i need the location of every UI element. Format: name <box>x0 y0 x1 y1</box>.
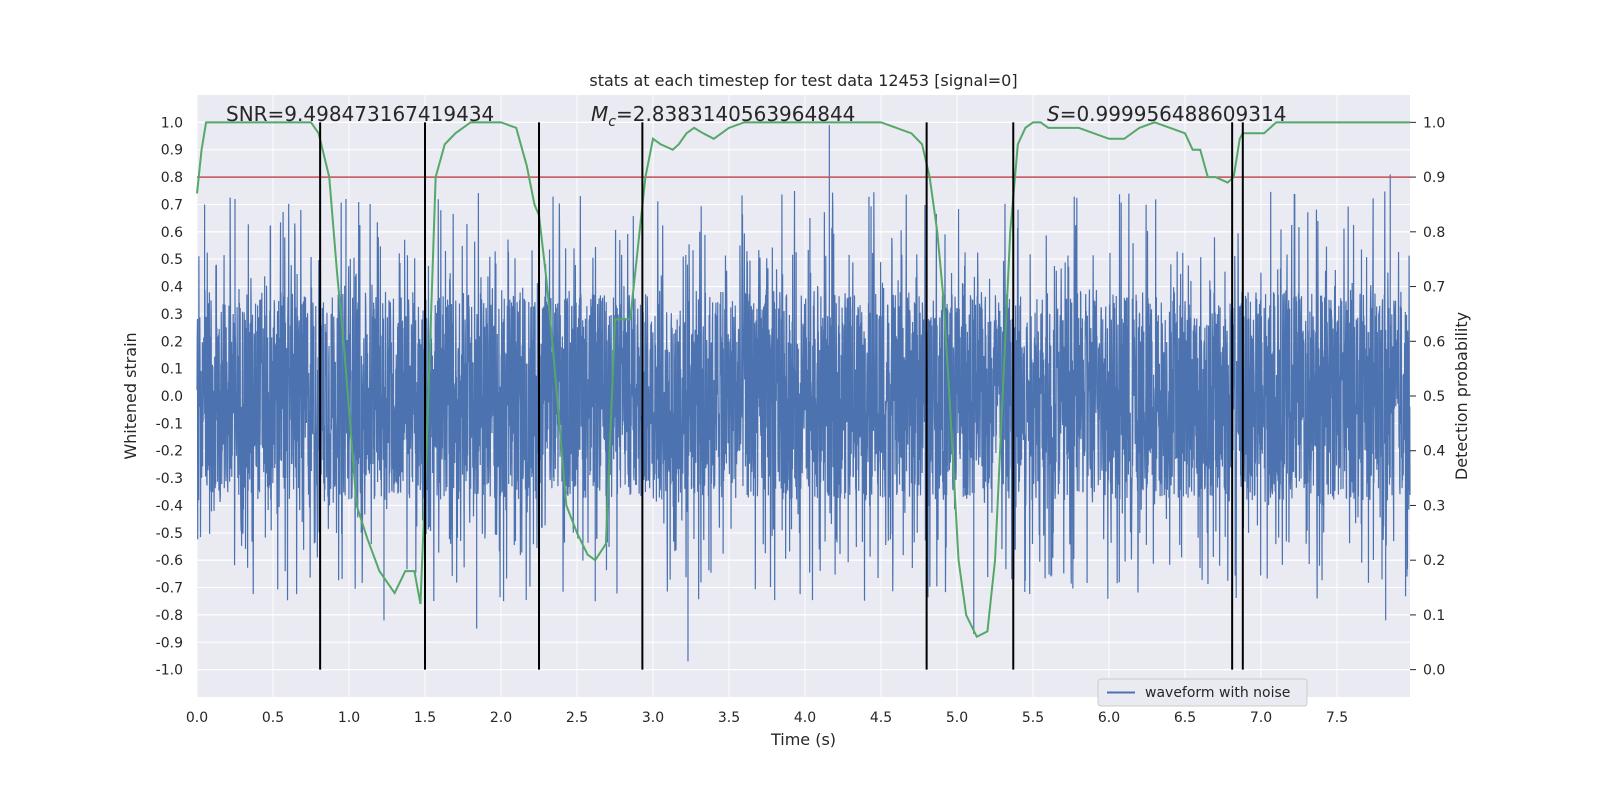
y2-tick-label: 0.3 <box>1423 498 1445 514</box>
y-tick-label: 0.7 <box>161 197 183 213</box>
s-value: =0.999956488609314 <box>1060 102 1287 126</box>
y-tick-label: -0.7 <box>156 581 183 597</box>
chart-title: stats at each timestep for test data 124… <box>589 71 1017 90</box>
y-tick-label: 0.8 <box>161 170 183 186</box>
y2-tick-label: 0.2 <box>1423 553 1445 569</box>
y-tick-label: 0.9 <box>161 143 183 159</box>
x-tick-label: 7.5 <box>1326 710 1348 726</box>
x-tick-label: 0.5 <box>262 710 284 726</box>
x-axis-ticks: 0.0 0.5 1.0 1.5 2.0 2.5 3.0 3.5 4.0 4.5 5.0 5.5 6.0 6… <box>186 710 1348 726</box>
detection-probability-series <box>196 121 1410 639</box>
s-symbol: S <box>1047 102 1060 126</box>
x-tick-label: 5.0 <box>946 710 968 726</box>
x-tick-label: 2.0 <box>490 710 512 726</box>
probability-path <box>196 121 1410 639</box>
y-tick-label: -0.8 <box>156 608 183 624</box>
y-axis-label: Whitened strain <box>121 332 140 459</box>
y-tick-label: 0.2 <box>161 334 183 350</box>
y-tick-label: -0.4 <box>156 498 183 514</box>
y2-tick-label: 0.9 <box>1423 170 1445 186</box>
y-tick-label: -0.5 <box>156 526 183 542</box>
y-tick-label: -1.0 <box>156 663 183 679</box>
s-annotation: S=0.999956488609314 <box>1047 102 1286 126</box>
x-tick-label: 6.5 <box>1174 710 1196 726</box>
x-tick-label: 2.5 <box>566 710 588 726</box>
mc-symbol: M <box>591 102 608 126</box>
x-tick-label: 4.5 <box>870 710 892 726</box>
x-tick-label: 0.0 <box>186 710 208 726</box>
mc-subscript: c <box>608 114 616 130</box>
x-axis-label: Time (s) <box>770 730 836 749</box>
y2-tick-label: 0.4 <box>1423 444 1445 460</box>
y-tick-label: 0.1 <box>161 362 183 378</box>
x-tick-label: 6.0 <box>1098 710 1120 726</box>
y-tick-label: -0.6 <box>156 553 183 569</box>
y2-axis-ticks: 1.0 0.9 0.8 0.7 0.6 0.5 0.4 0.3 0.2 0.1 0.0 <box>1410 115 1445 679</box>
x-tick-label: 4.0 <box>794 710 816 726</box>
y2-tick-label: 0.6 <box>1423 334 1445 350</box>
y-tick-label: 0.4 <box>161 280 183 296</box>
legend: waveform with noise <box>1097 678 1308 707</box>
y-tick-label: -0.3 <box>156 471 183 487</box>
y-tick-label: 1.0 <box>161 115 183 131</box>
y2-tick-label: 0.7 <box>1423 280 1445 296</box>
y2-axis-label: Detection probability <box>1452 312 1471 480</box>
y-tick-label: -0.1 <box>156 416 183 432</box>
x-tick-label: 1.5 <box>414 710 436 726</box>
event-marker-lines <box>319 122 1244 670</box>
y2-tick-label: 0.0 <box>1423 663 1445 679</box>
y-tick-label: 0.5 <box>161 252 183 268</box>
y-axis-ticks: 1.0 0.9 0.8 0.7 0.6 0.5 0.4 0.3 0.2 0.1 0.0 -0.1 -0.… <box>156 115 183 678</box>
y-tick-label: 0.0 <box>161 389 183 405</box>
y2-tick-label: 1.0 <box>1423 115 1445 131</box>
mc-value: =2.8383140563964844 <box>616 102 855 126</box>
y-tick-label: 0.6 <box>161 225 183 241</box>
snr-annotation: SNR=9.498473167419434 <box>226 102 494 126</box>
waveform-path <box>196 125 1411 662</box>
x-tick-label: 3.5 <box>718 710 740 726</box>
y-tick-label: -0.9 <box>156 635 183 651</box>
legend-box <box>1097 678 1308 707</box>
x-tick-label: 1.0 <box>338 710 360 726</box>
x-tick-label: 5.5 <box>1022 710 1044 726</box>
x-tick-label: 3.0 <box>642 710 664 726</box>
y2-tick-label: 0.8 <box>1423 225 1445 241</box>
y-tick-label: 0.3 <box>161 307 183 323</box>
x-tick-label: 7.0 <box>1250 710 1272 726</box>
legend-label: waveform with noise <box>1145 685 1290 701</box>
chirp-mass-annotation: Mc=2.8383140563964844 <box>591 102 855 130</box>
y-tick-label: -0.2 <box>156 444 183 460</box>
y2-tick-label: 0.5 <box>1423 389 1445 405</box>
y2-tick-label: 0.1 <box>1423 608 1445 624</box>
waveform-series <box>196 125 1411 662</box>
